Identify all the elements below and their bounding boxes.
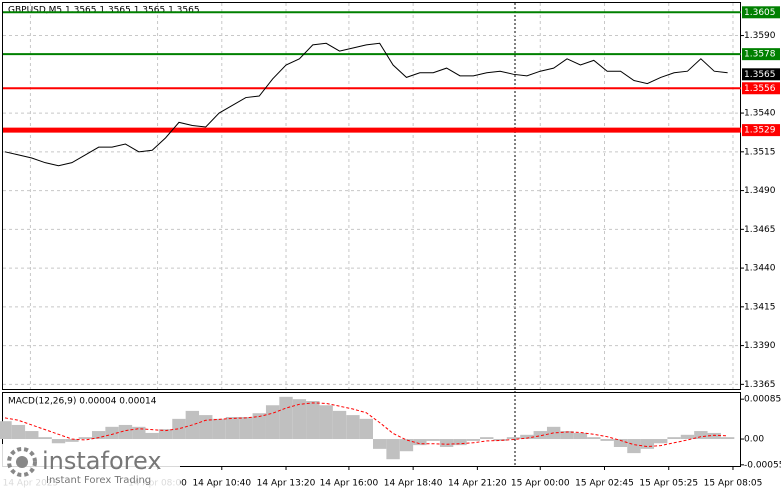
x-tick-label: 14 Apr 10:40 [192, 479, 251, 489]
y-tick-label: 1.3415 [744, 302, 776, 312]
macd-bar [680, 434, 695, 440]
y-tick-label: 0.00 [744, 435, 764, 445]
macd-bar [306, 401, 320, 440]
level-box [742, 6, 780, 19]
signal-line [4, 402, 728, 448]
level-label: 1.3605 [744, 8, 776, 18]
macd-bar [466, 439, 481, 441]
macd-bar [105, 426, 119, 440]
macd-bar [520, 434, 534, 440]
macd-bar [145, 432, 159, 440]
x-tick-label: 14 Apr 18:40 [384, 479, 443, 489]
macd-bar [560, 431, 574, 440]
y-tick-label: 1.3540 [744, 109, 776, 119]
macd-bar [533, 431, 547, 440]
macd-title: MACD(12,26,9) 0.00004 0.00014 [8, 397, 157, 407]
y-tick-label: 1.3440 [744, 264, 776, 274]
y-tick-label: 1.3590 [744, 31, 776, 41]
logo-gear [7, 447, 37, 477]
macd-bar [439, 439, 454, 448]
macd-bar [292, 399, 307, 440]
level-label: 1.3556 [744, 84, 776, 94]
macd-bar [480, 437, 494, 440]
macd-bar [65, 439, 79, 442]
x-tick-label: 14 Apr 21:20 [448, 479, 507, 489]
macd-bar [91, 431, 106, 440]
last-price-label: 1.3565 [744, 70, 776, 80]
x-tick-label: 14 Apr 13:20 [257, 479, 316, 489]
watermark-brand: instaforex [42, 447, 162, 475]
macd-bar [78, 437, 92, 440]
level-box [742, 82, 780, 95]
macd-bar [38, 437, 52, 440]
x-tick-label: 15 Apr 08:05 [704, 479, 763, 489]
y-tick-label: 1.3515 [744, 147, 776, 157]
macd-bar [25, 431, 39, 440]
last-price-box [742, 68, 780, 81]
macd-bar [0, 421, 12, 440]
logo-hub [16, 456, 28, 468]
macd-bar [239, 416, 253, 440]
macd-bar [132, 426, 146, 440]
macd-bar [640, 439, 655, 449]
watermark-tagline: Instant Forex Trading [46, 475, 151, 486]
x-tick-label: 15 Apr 05:25 [639, 479, 698, 489]
macd-bar [707, 432, 721, 440]
macd-bar [11, 424, 26, 440]
macd-bar [212, 418, 226, 440]
macd-bar [346, 415, 360, 440]
macd-bar [118, 424, 133, 440]
macd-bar [413, 439, 427, 446]
y-tick-label: 0.00085 [744, 395, 781, 405]
price-line [4, 42, 728, 167]
y-tick-label: 1.3390 [744, 341, 776, 351]
macd-bar [386, 439, 400, 460]
y-tick-label: 1.3365 [744, 380, 776, 390]
macd-bar [613, 439, 628, 448]
macd-bar [225, 416, 240, 440]
macd-bar [252, 413, 266, 440]
y-tick-label: -0.00055 [744, 460, 781, 470]
x-tick-label: 15 Apr 00:00 [511, 479, 570, 489]
macd-bar [667, 437, 681, 440]
y-tick-label: 1.3490 [744, 186, 776, 196]
price-frame [2, 2, 741, 390]
watermark-bg [0, 444, 180, 489]
chart-title: GBPUSD,M5 1.3565 1.3565 1.3565 1.3565 [8, 6, 200, 16]
level-box [742, 124, 780, 137]
x-tick-label: 14 Apr 16:00 [320, 479, 379, 489]
macd-bar [399, 439, 414, 452]
macd-bar [654, 439, 668, 444]
macd-bar [573, 432, 588, 440]
macd-bar [627, 439, 641, 454]
macd-bar [694, 431, 708, 440]
macd-bar [373, 439, 387, 449]
macd-bar [493, 439, 507, 441]
level-box [742, 48, 780, 61]
y-tick-label: 1.3465 [744, 225, 776, 235]
macd-bar [332, 410, 347, 440]
macd-bar [265, 405, 280, 440]
macd-bar [426, 439, 440, 441]
macd-bar [279, 396, 293, 440]
macd-bar [359, 418, 373, 440]
watermark: instaforex Instant Forex Trading [0, 444, 180, 489]
macd-bar [720, 437, 735, 440]
level-label: 1.3578 [744, 50, 776, 60]
macd-bar [587, 437, 601, 440]
macd-bar [453, 439, 467, 446]
macd-bar [600, 439, 614, 441]
macd-bar [51, 439, 66, 444]
x-tick-label: 15 Apr 02:45 [575, 479, 634, 489]
macd-bar [199, 415, 213, 440]
macd-bar [172, 418, 186, 440]
macd-bar [158, 429, 173, 440]
macd-bar [506, 437, 521, 440]
level-label: 1.3529 [744, 126, 776, 136]
macd-bar [319, 405, 333, 440]
